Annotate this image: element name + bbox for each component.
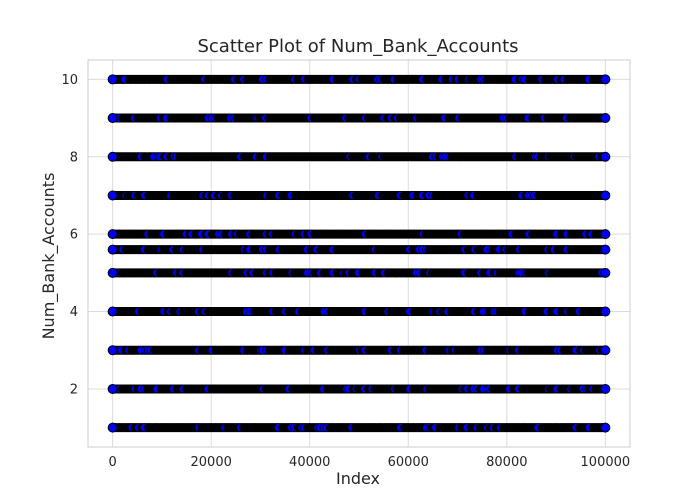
scatter-point [107, 306, 118, 317]
scatter-point [600, 229, 611, 240]
x-tick-label: 20000 [191, 455, 232, 470]
y-axis-label: Num_Bank_Accounts [39, 173, 59, 340]
scatter-point [107, 74, 118, 85]
scatter-point [600, 113, 611, 124]
y-tick-label: 4 [70, 305, 78, 320]
y-tick-label: 2 [70, 382, 78, 397]
x-axis-label: Index [336, 469, 380, 488]
scatter-point [107, 383, 118, 394]
scatter-point [600, 383, 611, 394]
scatter-point [107, 151, 118, 162]
scatter-point [600, 422, 611, 433]
scatter-point [600, 151, 611, 162]
x-tick-label: 100000 [581, 455, 631, 470]
plot-frame [87, 59, 631, 448]
scatter-point [600, 306, 611, 317]
x-tick-label: 0 [108, 455, 116, 470]
x-tick-label: 80000 [486, 455, 527, 470]
scatter-point [107, 190, 118, 201]
x-axis-ticks: 0 20000 40000 60000 80000 100000 [108, 455, 630, 470]
scatter-point [600, 244, 611, 255]
scatter-point [600, 74, 611, 85]
chart-title: Scatter Plot of Num_Bank_Accounts [197, 36, 518, 57]
y-tick-label: 10 [61, 73, 78, 88]
y-tick-label: 8 [70, 150, 78, 165]
scatter-point [600, 267, 611, 278]
scatter-point [600, 190, 611, 201]
scatter-point [107, 422, 118, 433]
x-tick-label: 60000 [388, 455, 429, 470]
scatter-point [600, 345, 611, 356]
x-tick-label: 40000 [289, 455, 330, 470]
scatter-point [107, 345, 118, 356]
y-axis-ticks: 2 4 6 8 10 [61, 73, 78, 398]
scatter-point [107, 113, 118, 124]
scatter-point [107, 229, 118, 240]
scatter-point [107, 244, 118, 255]
scatter-point [107, 267, 118, 278]
scatter-points [107, 74, 611, 433]
y-tick-label: 6 [70, 228, 78, 243]
